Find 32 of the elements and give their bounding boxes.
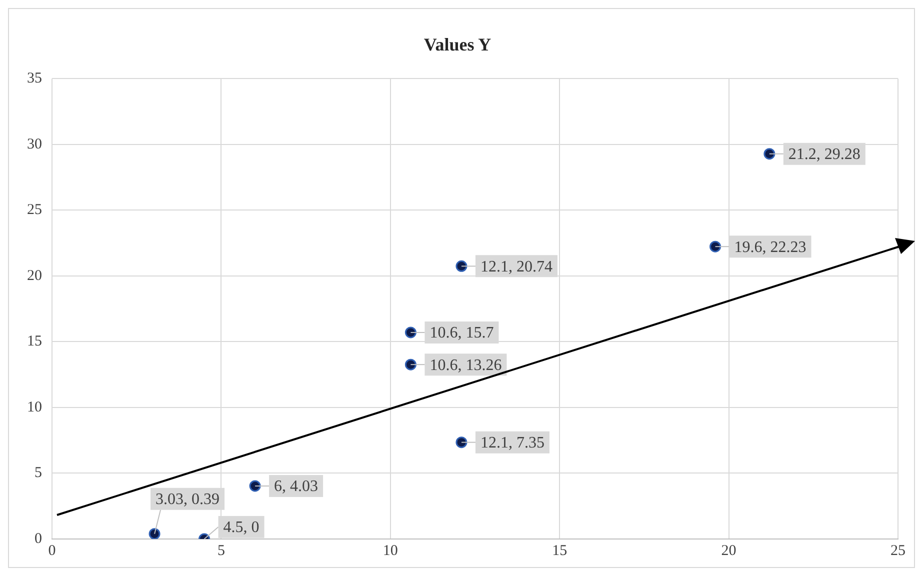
point bbox=[404, 326, 416, 338]
point bbox=[710, 240, 722, 252]
chart-title: Values Y bbox=[424, 34, 492, 54]
data-label: 4.5, 0 bbox=[223, 519, 260, 536]
y-tick-label: 35 bbox=[27, 70, 42, 87]
y-tick-label: 25 bbox=[27, 202, 42, 218]
x-tick-label: 5 bbox=[217, 542, 225, 559]
data-label: 10.6, 13.26 bbox=[430, 356, 502, 374]
y-tick-label: 5 bbox=[34, 465, 42, 482]
data-label: 21.2, 29.28 bbox=[788, 146, 860, 164]
x-tick-label: 25 bbox=[890, 542, 906, 559]
data-label: 19.6, 22.23 bbox=[734, 238, 806, 256]
x-tick-label: 15 bbox=[552, 542, 568, 559]
point bbox=[148, 528, 160, 539]
y-tick-label: 0 bbox=[34, 530, 42, 547]
x-tick-label: 0 bbox=[48, 542, 56, 559]
y-tick-label: 20 bbox=[27, 268, 42, 284]
x-tick-label: 10 bbox=[382, 542, 398, 559]
point bbox=[764, 148, 776, 160]
data-label: 10.6, 15.7 bbox=[430, 324, 494, 342]
data-label: 3.03, 0.39 bbox=[156, 491, 220, 508]
y-tick-label: 30 bbox=[27, 136, 42, 152]
point bbox=[249, 480, 261, 492]
point bbox=[456, 260, 468, 272]
point bbox=[404, 358, 416, 370]
data-label: 6, 4.03 bbox=[274, 478, 318, 496]
y-tick-label: 15 bbox=[27, 334, 42, 350]
data-label: 12.1, 7.35 bbox=[480, 434, 544, 452]
data-label: 12.1, 20.74 bbox=[480, 258, 552, 276]
point bbox=[456, 436, 468, 448]
y-tick-label: 10 bbox=[27, 399, 42, 416]
x-tick-label: 20 bbox=[721, 542, 736, 559]
